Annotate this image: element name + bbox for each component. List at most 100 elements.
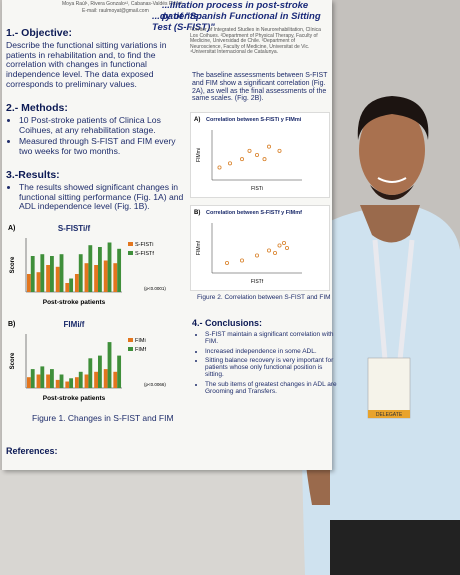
bar xyxy=(59,254,64,292)
x-axis-label: Post-stroke patients xyxy=(43,395,106,402)
figure-caption: Figure 1. Changes in S-FIST and FIM xyxy=(32,413,174,423)
bullet: Increased independence in some ADL. xyxy=(205,348,340,355)
badge-band xyxy=(368,410,410,418)
legend-swatch xyxy=(128,251,133,255)
bar xyxy=(88,245,93,292)
bar xyxy=(74,274,79,292)
methods-list: 10 Post-stroke patients of Clinica Los C… xyxy=(8,115,187,159)
section-body: Describe the functional sitting variatio… xyxy=(6,40,167,89)
section-heading: 1.- Objective: xyxy=(6,27,72,39)
poster: Moya Raúl¹, Rivera Gonzalo¹², Cabanas-Va… xyxy=(2,0,337,470)
panel-label: A) xyxy=(8,225,15,232)
bar xyxy=(107,342,112,388)
affiliations: ¹Center of Integrated Studies in Neurore… xyxy=(190,27,321,56)
point xyxy=(285,246,290,251)
section-heading: 2.- Methods: xyxy=(6,102,68,114)
point xyxy=(255,153,260,158)
bar xyxy=(113,263,118,292)
badge-label: DELEGATE xyxy=(376,412,403,418)
bar xyxy=(74,377,79,388)
bar-chart: B) FIMi/f Score Post-stroke patients (p<0.00… xyxy=(8,320,166,402)
bullet: The sub items of greatest changes in ADL… xyxy=(205,381,340,396)
scatter-chart: B) Correlation between S-FISTf y FIMmf FIS… xyxy=(190,205,330,291)
chart-title: Correlation between S-FISTi y FIMmi xyxy=(206,117,302,123)
panel-label: B) xyxy=(8,321,15,328)
bar xyxy=(36,374,41,388)
point xyxy=(273,251,278,256)
authors: Moya Raúl¹, Rivera Gonzalo¹², Cabanas-Va… xyxy=(62,1,183,7)
x-axis-label: Post-stroke patients xyxy=(43,299,106,306)
annotation: (p<0.0066) xyxy=(144,382,166,387)
bar xyxy=(55,379,60,388)
bullet: S-FIST maintain a significant correlatio… xyxy=(205,331,340,346)
bar xyxy=(94,265,98,292)
bar xyxy=(55,266,60,292)
chart-title: FIMi/f xyxy=(64,320,85,329)
bar xyxy=(98,355,102,388)
point xyxy=(217,165,222,170)
point xyxy=(240,258,245,263)
point xyxy=(255,253,260,258)
bar xyxy=(113,371,118,388)
poster-title: ...ilitation process in post-stroke pati… xyxy=(162,0,309,22)
annotation: (p<0.0001) xyxy=(144,286,166,291)
bar xyxy=(94,371,98,388)
bar xyxy=(50,256,54,292)
chart-frame xyxy=(190,205,330,291)
beard xyxy=(370,185,414,200)
point xyxy=(228,161,233,166)
bar xyxy=(117,355,122,388)
legend-swatch xyxy=(128,347,133,351)
bar xyxy=(103,369,108,388)
conclusions-list: S-FIST maintain a significant correlatio… xyxy=(194,331,340,397)
bar xyxy=(40,254,45,292)
point xyxy=(225,261,230,266)
results-list: The results showed significant changes i… xyxy=(8,182,187,214)
bar xyxy=(103,260,108,292)
bar xyxy=(84,263,89,292)
panel-label: B) xyxy=(194,210,200,216)
smile xyxy=(377,177,407,183)
y-axis-label: FIMmi xyxy=(196,148,202,162)
point xyxy=(262,157,267,162)
scatter-chart: A) Correlation between S-FISTi y FIMmi FIS… xyxy=(190,112,330,198)
bar xyxy=(46,374,50,388)
point xyxy=(240,157,245,162)
bar xyxy=(117,248,122,292)
point xyxy=(267,144,272,149)
trousers xyxy=(330,520,460,575)
bar xyxy=(59,374,64,388)
legend-label: S-FISTi xyxy=(135,242,153,248)
point xyxy=(282,241,287,246)
legend-label: FIMf xyxy=(135,347,146,353)
bullet: Sitting balance recovery is very importa… xyxy=(205,357,340,379)
legend-label: S-FISTf xyxy=(135,251,154,257)
bar xyxy=(88,358,93,388)
bar xyxy=(36,272,41,292)
legend-swatch xyxy=(128,242,133,246)
panel-label: A) xyxy=(194,117,200,123)
bullet: The results showed significant changes i… xyxy=(19,182,187,212)
lanyard xyxy=(372,239,415,361)
bar xyxy=(26,274,31,292)
hair xyxy=(357,96,429,140)
point xyxy=(277,148,282,153)
bullet: 10 Post-stroke patients of Clinica Los C… xyxy=(19,115,187,135)
chart-title: S-FISTi/f xyxy=(58,224,91,233)
chart-frame xyxy=(190,112,330,198)
bar xyxy=(40,366,45,388)
bar xyxy=(30,369,35,388)
point xyxy=(247,148,252,153)
x-axis-label: FISTf xyxy=(251,279,264,285)
bar xyxy=(69,278,74,292)
bullet: Measured through S-FIST and FIM every tw… xyxy=(19,136,187,156)
chart-title: Correlation between S-FISTf y FIMmf xyxy=(206,210,302,216)
poster-title: ...dy of "Spanish Functional in Sitting … xyxy=(152,11,321,33)
bar xyxy=(98,247,102,292)
correlation-text: The baseline assessments between S-FIST … xyxy=(192,72,328,103)
bar xyxy=(69,378,74,388)
email: E-mail: raulmoyat@gmail.com xyxy=(82,8,149,14)
bar xyxy=(65,283,70,292)
figure-caption: Figure 2. Correlation between S-FIST and… xyxy=(197,294,331,301)
